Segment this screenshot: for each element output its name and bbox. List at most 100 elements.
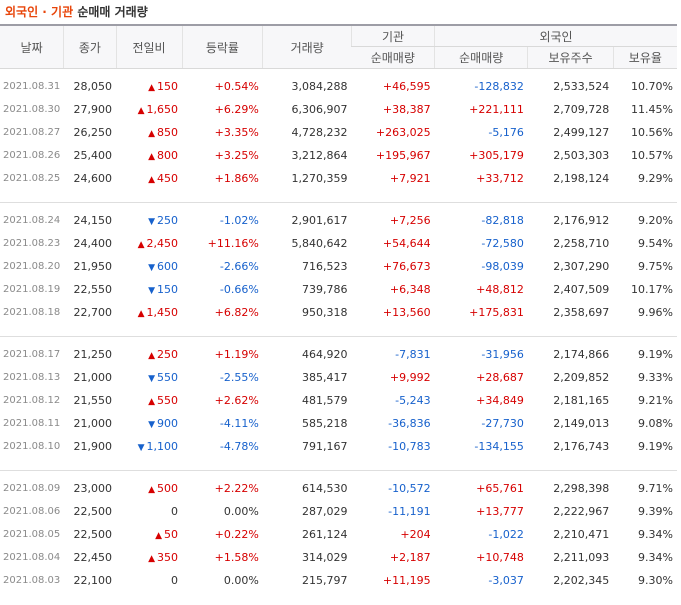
change-value: 900 (157, 417, 179, 430)
close-cell: 24,400 (73, 237, 113, 250)
foreign-shares-cell: 2,174,866 (553, 348, 610, 361)
foreign-shares-cell: 2,503,303 (553, 149, 610, 162)
date-cell: 2021.08.20 (3, 261, 61, 272)
foreign-ratio-cell: 9.19% (638, 440, 673, 453)
table-row: 2021.08.27 26,250 ▲ 850 +3.35% 4,728,232 +263,… (0, 121, 677, 144)
close-cell: 24,150 (73, 214, 113, 227)
foreign-shares-cell: 2,307,290 (553, 260, 610, 273)
volume-cell: 2,901,617 (291, 214, 348, 227)
group-divider (0, 202, 677, 203)
foreign-net-cell: -98,039 (481, 260, 524, 273)
close-cell: 22,450 (73, 551, 113, 564)
header-change: 전일비 (115, 24, 183, 69)
header-foreign-shares: 보유주수 (527, 46, 614, 69)
foreign-shares-cell: 2,198,124 (553, 172, 610, 185)
close-cell: 22,700 (73, 306, 113, 319)
foreign-net-cell: -82,818 (481, 214, 524, 227)
foreign-net-cell: +221,111 (469, 103, 524, 116)
rate-cell: -4.11% (219, 417, 259, 430)
foreign-shares-cell: 2,358,697 (553, 306, 610, 319)
change-cell: ▼ 150 (116, 278, 182, 301)
volume-cell: 464,920 (302, 348, 348, 361)
institution-net-cell: +76,673 (382, 260, 431, 273)
change-value: 550 (157, 371, 179, 384)
table-row: 2021.08.10 21,900 ▼ 1,100 -4.78% 791,167 -10,7… (0, 435, 677, 458)
change-value: 250 (157, 214, 179, 227)
foreign-shares-cell: 2,209,852 (553, 371, 610, 384)
change-cell: ▲ 50 (116, 523, 182, 546)
change-cell: ▲ 500 (116, 477, 182, 500)
volume-cell: 1,270,359 (291, 172, 348, 185)
up-triangle-icon: ▲ (137, 240, 145, 250)
foreign-ratio-cell: 9.33% (638, 371, 673, 384)
change-cell: 0 (116, 500, 182, 523)
up-triangle-icon: ▲ (137, 309, 145, 319)
rate-cell: -2.55% (219, 371, 259, 384)
rate-cell: +3.35% (214, 126, 259, 139)
table-body: 2021.08.31 28,050 ▲ 150 +0.54% 3,084,288 +46,5… (0, 69, 677, 593)
header-rate: 등락률 (181, 24, 263, 69)
date-cell: 2021.08.18 (3, 307, 61, 318)
date-cell: 2021.08.24 (3, 215, 61, 226)
foreign-ratio-cell: 9.20% (638, 214, 673, 227)
foreign-shares-cell: 2,533,524 (553, 80, 610, 93)
institution-net-cell: +13,560 (382, 306, 431, 319)
institution-net-cell: +6,348 (389, 283, 431, 296)
table-row: 2021.08.31 28,050 ▲ 150 +0.54% 3,084,288 +46,5… (0, 75, 677, 98)
volume-cell: 287,029 (302, 505, 348, 518)
foreign-ratio-cell: 10.56% (631, 126, 673, 139)
foreign-ratio-cell: 11.45% (631, 103, 673, 116)
date-cell: 2021.08.09 (3, 483, 61, 494)
foreign-shares-cell: 2,176,743 (553, 440, 610, 453)
foreign-net-cell: -5,176 (488, 126, 524, 139)
date-cell: 2021.08.27 (3, 127, 61, 138)
table-row: 2021.08.19 22,550 ▼ 150 -0.66% 739,786 +6,348 +… (0, 278, 677, 301)
date-cell: 2021.08.25 (3, 173, 61, 184)
volume-cell: 791,167 (302, 440, 348, 453)
change-cell: ▲ 250 (116, 343, 182, 366)
institution-net-cell: +7,256 (389, 214, 431, 227)
close-cell: 21,950 (73, 260, 113, 273)
up-triangle-icon: ▲ (148, 175, 156, 185)
foreign-ratio-cell: 10.57% (631, 149, 673, 162)
rate-cell: 0.00% (223, 505, 259, 518)
change-value: 500 (157, 482, 179, 495)
date-cell: 2021.08.04 (3, 552, 61, 563)
change-cell: ▼ 600 (116, 255, 182, 278)
foreign-shares-cell: 2,211,093 (553, 551, 610, 564)
down-triangle-icon: ▼ (148, 286, 156, 296)
change-value: 550 (157, 394, 179, 407)
foreign-ratio-cell: 9.29% (638, 172, 673, 185)
foreign-net-cell: +305,179 (469, 149, 524, 162)
table-row: 2021.08.20 21,950 ▼ 600 -2.66% 716,523 +76,673… (0, 255, 677, 278)
volume-cell: 3,084,288 (291, 80, 348, 93)
date-cell: 2021.08.13 (3, 372, 61, 383)
down-triangle-icon: ▼ (148, 374, 156, 384)
institution-net-cell: +46,595 (382, 80, 431, 93)
title-highlight: 외국인 · 기관 (5, 5, 74, 19)
institution-net-cell: +11,195 (382, 574, 431, 587)
foreign-ratio-cell: 9.54% (638, 237, 673, 250)
close-cell: 21,900 (73, 440, 113, 453)
table-row: 2021.08.12 21,550 ▲ 550 +2.62% 481,579 -5,243 +… (0, 389, 677, 412)
table-row: 2021.08.17 21,250 ▲ 250 +1.19% 464,920 -7,831-… (0, 343, 677, 366)
change-cell: 0 (116, 569, 182, 592)
change-cell: ▼ 1,100 (116, 435, 182, 458)
foreign-ratio-cell: 10.17% (631, 283, 673, 296)
date-cell: 2021.08.23 (3, 238, 61, 249)
volume-cell: 585,218 (302, 417, 348, 430)
foreign-net-cell: +34,849 (476, 394, 524, 407)
volume-cell: 261,124 (302, 528, 348, 541)
foreign-shares-cell: 2,176,912 (553, 214, 610, 227)
date-cell: 2021.08.31 (3, 81, 61, 92)
section-title: 외국인 · 기관 순매매 거래량 (0, 0, 681, 24)
up-triangle-icon: ▲ (148, 554, 156, 564)
close-cell: 25,400 (73, 149, 113, 162)
volume-cell: 739,786 (302, 283, 348, 296)
change-value: 450 (157, 172, 179, 185)
change-value: 2,450 (146, 237, 179, 250)
institution-net-cell: -7,831 (395, 348, 431, 361)
foreign-net-cell: +28,687 (476, 371, 524, 384)
close-cell: 21,000 (73, 371, 113, 384)
foreign-ratio-cell: 9.71% (638, 482, 673, 495)
